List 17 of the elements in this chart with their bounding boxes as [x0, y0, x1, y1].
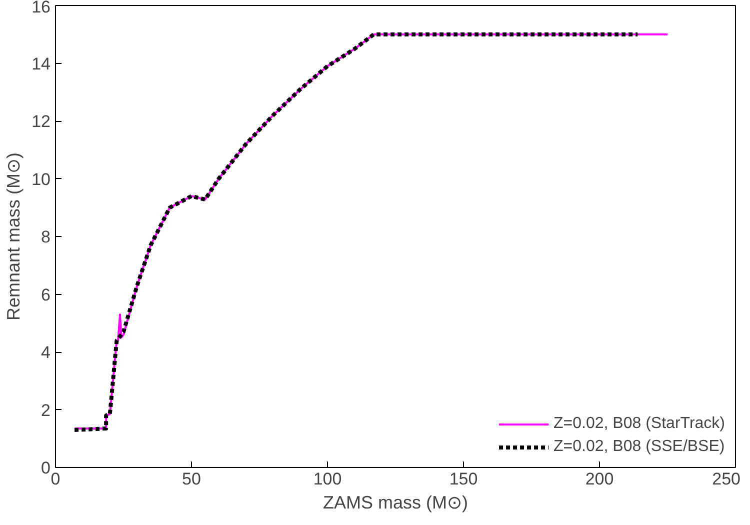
y-tick-label: 16 — [32, 0, 51, 16]
y-tick-label: 14 — [32, 54, 51, 74]
x-axis-title: ZAMS mass (M⊙) — [323, 492, 468, 512]
x-tick-label: 150 — [449, 470, 478, 488]
y-tick-label: 4 — [41, 343, 51, 362]
y-tick-label: 8 — [41, 228, 51, 246]
x-tick-label: 250 — [712, 470, 741, 488]
legend-label: Z=0.02, B08 (StarTrack) — [554, 415, 725, 433]
x-tick-label: 50 — [182, 470, 201, 488]
legend-label: Z=0.02, B08 (SSE/BSE) — [554, 438, 725, 456]
y-tick-label: 10 — [32, 170, 51, 189]
y-tick-label: 6 — [41, 285, 51, 304]
x-tick-label: 200 — [585, 470, 614, 488]
y-tick-label: 12 — [32, 112, 51, 131]
y-tick-label: 2 — [41, 400, 51, 420]
y-axis-title: Remnant mass (M⊙) — [4, 152, 24, 321]
x-tick-label: 100 — [313, 470, 342, 488]
